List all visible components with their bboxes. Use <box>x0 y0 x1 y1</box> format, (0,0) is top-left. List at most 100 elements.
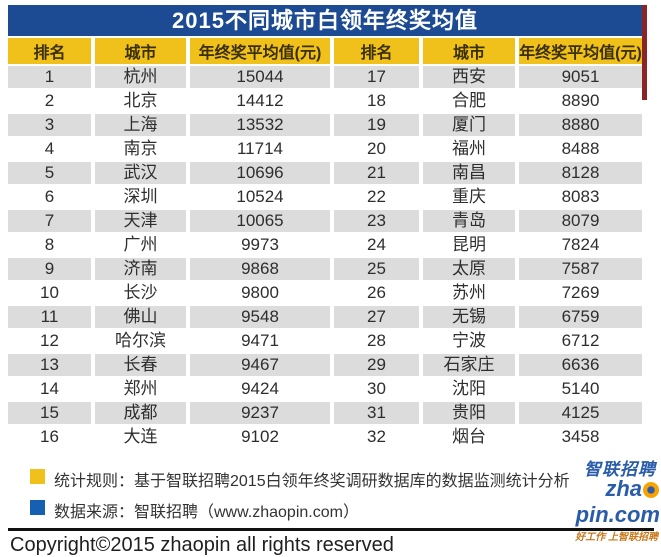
table-cell: 7269 <box>519 282 642 304</box>
bonus-table: 排名 城市 年终奖平均值(元) 排名 城市 年终奖平均值(元) 1 杭州 15044… <box>4 36 646 450</box>
table-cell: 济南 <box>95 258 186 280</box>
table-cell: 5140 <box>519 378 642 400</box>
table-cell: 10524 <box>190 186 330 208</box>
table-row: 7 天津 10065 23 青岛 8079 <box>8 210 642 232</box>
logo-chinese-name: 智联招聘 <box>584 460 656 479</box>
table-cell: 武汉 <box>95 162 186 184</box>
table-cell: 成都 <box>95 402 186 424</box>
table-row: 4 南京 11714 20 福州 8488 <box>8 138 642 160</box>
note-data-source: 数据来源：智联招聘（www.zhaopin.com） <box>30 498 359 522</box>
logo-domain: zhapin.com <box>530 476 660 528</box>
table-cell: 4125 <box>519 402 642 424</box>
table-cell: 郑州 <box>95 378 186 400</box>
table-cell: 西安 <box>423 66 515 88</box>
table-cell: 26 <box>334 282 419 304</box>
table-cell: 22 <box>334 186 419 208</box>
table-cell: 25 <box>334 258 419 280</box>
table-body: 1 杭州 15044 17 西安 9051 2 北京 14412 18 合肥 8890 3 上海 13532… <box>8 66 642 448</box>
table-cell: 3458 <box>519 426 642 448</box>
table-cell: 大连 <box>95 426 186 448</box>
table-cell: 6759 <box>519 306 642 328</box>
table-cell: 长春 <box>95 354 186 376</box>
table-cell: 14 <box>8 378 91 400</box>
table-cell: 10065 <box>190 210 330 232</box>
table-cell: 16 <box>8 426 91 448</box>
table-cell: 上海 <box>95 114 186 136</box>
table-cell: 21 <box>334 162 419 184</box>
table-cell: 8488 <box>519 138 642 160</box>
table-row: 10 长沙 9800 26 苏州 7269 <box>8 282 642 304</box>
table-cell: 13 <box>8 354 91 376</box>
table-cell: 13532 <box>190 114 330 136</box>
table-cell: 9051 <box>519 66 642 88</box>
column-header-rank-left: 排名 <box>8 38 91 64</box>
table-cell: 9 <box>8 258 91 280</box>
table-cell: 18 <box>334 90 419 112</box>
table-cell: 宁波 <box>423 330 515 352</box>
table-header-row: 排名 城市 年终奖平均值(元) 排名 城市 年终奖平均值(元) <box>8 38 642 64</box>
table-row: 2 北京 14412 18 合肥 8890 <box>8 90 642 112</box>
table-cell: 9973 <box>190 234 330 256</box>
table-cell: 10 <box>8 282 91 304</box>
table-cell: 6 <box>8 186 91 208</box>
table-cell: 9102 <box>190 426 330 448</box>
table-cell: 无锡 <box>423 306 515 328</box>
table-cell: 32 <box>334 426 419 448</box>
table-cell: 佛山 <box>95 306 186 328</box>
table-cell: 6712 <box>519 330 642 352</box>
table-cell: 沈阳 <box>423 378 515 400</box>
table-cell: 11714 <box>190 138 330 160</box>
table-row: 13 长春 9467 29 石家庄 6636 <box>8 354 642 376</box>
logo-orange-dot-icon <box>643 482 659 498</box>
table-cell: 31 <box>334 402 419 424</box>
table-cell: 27 <box>334 306 419 328</box>
table-cell: 9868 <box>190 258 330 280</box>
table-cell: 苏州 <box>423 282 515 304</box>
page-title: 2015不同城市白领年终奖均值 <box>8 5 642 36</box>
table-cell: 19 <box>334 114 419 136</box>
table-cell: 9467 <box>190 354 330 376</box>
table-cell: 29 <box>334 354 419 376</box>
logo-domain-suffix: pin.com <box>575 502 660 527</box>
logo-tagline: 好工作 上智联招聘 <box>575 532 658 543</box>
table-cell: 广州 <box>95 234 186 256</box>
table-cell: 30 <box>334 378 419 400</box>
column-header-city-left: 城市 <box>95 38 186 64</box>
table-cell: 23 <box>334 210 419 232</box>
table-cell: 7 <box>8 210 91 232</box>
table-cell: 南昌 <box>423 162 515 184</box>
table-cell: 合肥 <box>423 90 515 112</box>
note-text: 统计规则：基于智联招聘2015白领年终奖调研数据库的数据监测统计分析 <box>54 473 570 490</box>
table-cell: 9548 <box>190 306 330 328</box>
table-row: 11 佛山 9548 27 无锡 6759 <box>8 306 642 328</box>
table-cell: 8083 <box>519 186 642 208</box>
table-cell: 3 <box>8 114 91 136</box>
table-cell: 15044 <box>190 66 330 88</box>
logo-domain-prefix: zha <box>605 476 642 501</box>
column-header-value-right: 年终奖平均值(元) <box>519 38 642 64</box>
copyright-text: Copyright©2015 zhaopin all rights reserv… <box>10 534 394 556</box>
blue-square-bullet-icon <box>30 500 45 515</box>
table-cell: 贵阳 <box>423 402 515 424</box>
table-cell: 2 <box>8 90 91 112</box>
table-row: 8 广州 9973 24 昆明 7824 <box>8 234 642 256</box>
table-row: 16 大连 9102 32 烟台 3458 <box>8 426 642 448</box>
table-cell: 8079 <box>519 210 642 232</box>
table-cell: 烟台 <box>423 426 515 448</box>
table-cell: 4 <box>8 138 91 160</box>
table-row: 12 哈尔滨 9471 28 宁波 6712 <box>8 330 642 352</box>
table-row: 1 杭州 15044 17 西安 9051 <box>8 66 642 88</box>
table-cell: 深圳 <box>95 186 186 208</box>
red-edge-strip <box>642 5 647 100</box>
table-cell: 杭州 <box>95 66 186 88</box>
table-cell: 9800 <box>190 282 330 304</box>
table-cell: 10696 <box>190 162 330 184</box>
table-row: 6 深圳 10524 22 重庆 8083 <box>8 186 642 208</box>
table-row: 9 济南 9868 25 太原 7587 <box>8 258 642 280</box>
table-row: 5 武汉 10696 21 南昌 8128 <box>8 162 642 184</box>
table-cell: 8880 <box>519 114 642 136</box>
table-cell: 南京 <box>95 138 186 160</box>
table-cell: 8128 <box>519 162 642 184</box>
table-cell: 5 <box>8 162 91 184</box>
